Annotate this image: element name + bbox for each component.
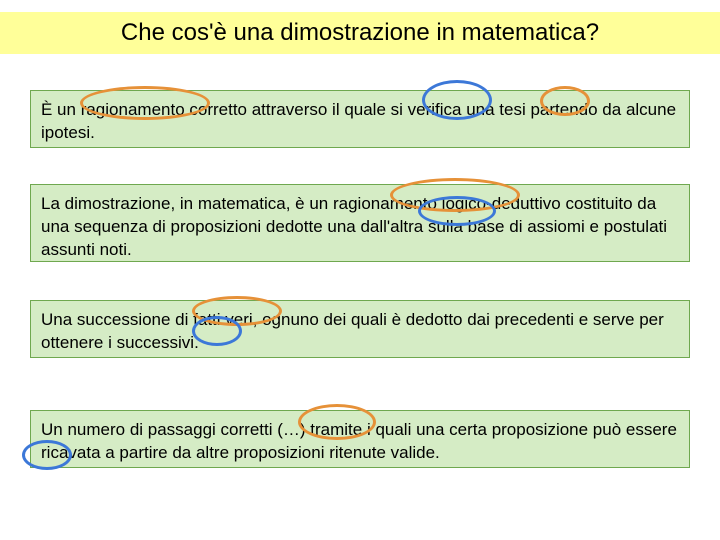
definition-box-4: Un numero di passaggi corretti (…) trami… <box>30 410 690 468</box>
slide-title: Che cos'è una dimostrazione in matematic… <box>121 19 599 47</box>
definition-box-3: Una successione di fatti veri, ognuno de… <box>30 300 690 358</box>
definition-text-3: Una successione di fatti veri, ognuno de… <box>41 310 664 352</box>
definition-box-2: La dimostrazione, in matematica, è un ra… <box>30 184 690 262</box>
definition-text-1: È un ragionamento corretto attraverso il… <box>41 100 676 142</box>
definition-text-2: La dimostrazione, in matematica, è un ra… <box>41 194 667 259</box>
definition-box-1: È un ragionamento corretto attraverso il… <box>30 90 690 148</box>
definition-text-4: Un numero di passaggi corretti (…) trami… <box>41 420 677 462</box>
title-band: Che cos'è una dimostrazione in matematic… <box>0 12 720 54</box>
